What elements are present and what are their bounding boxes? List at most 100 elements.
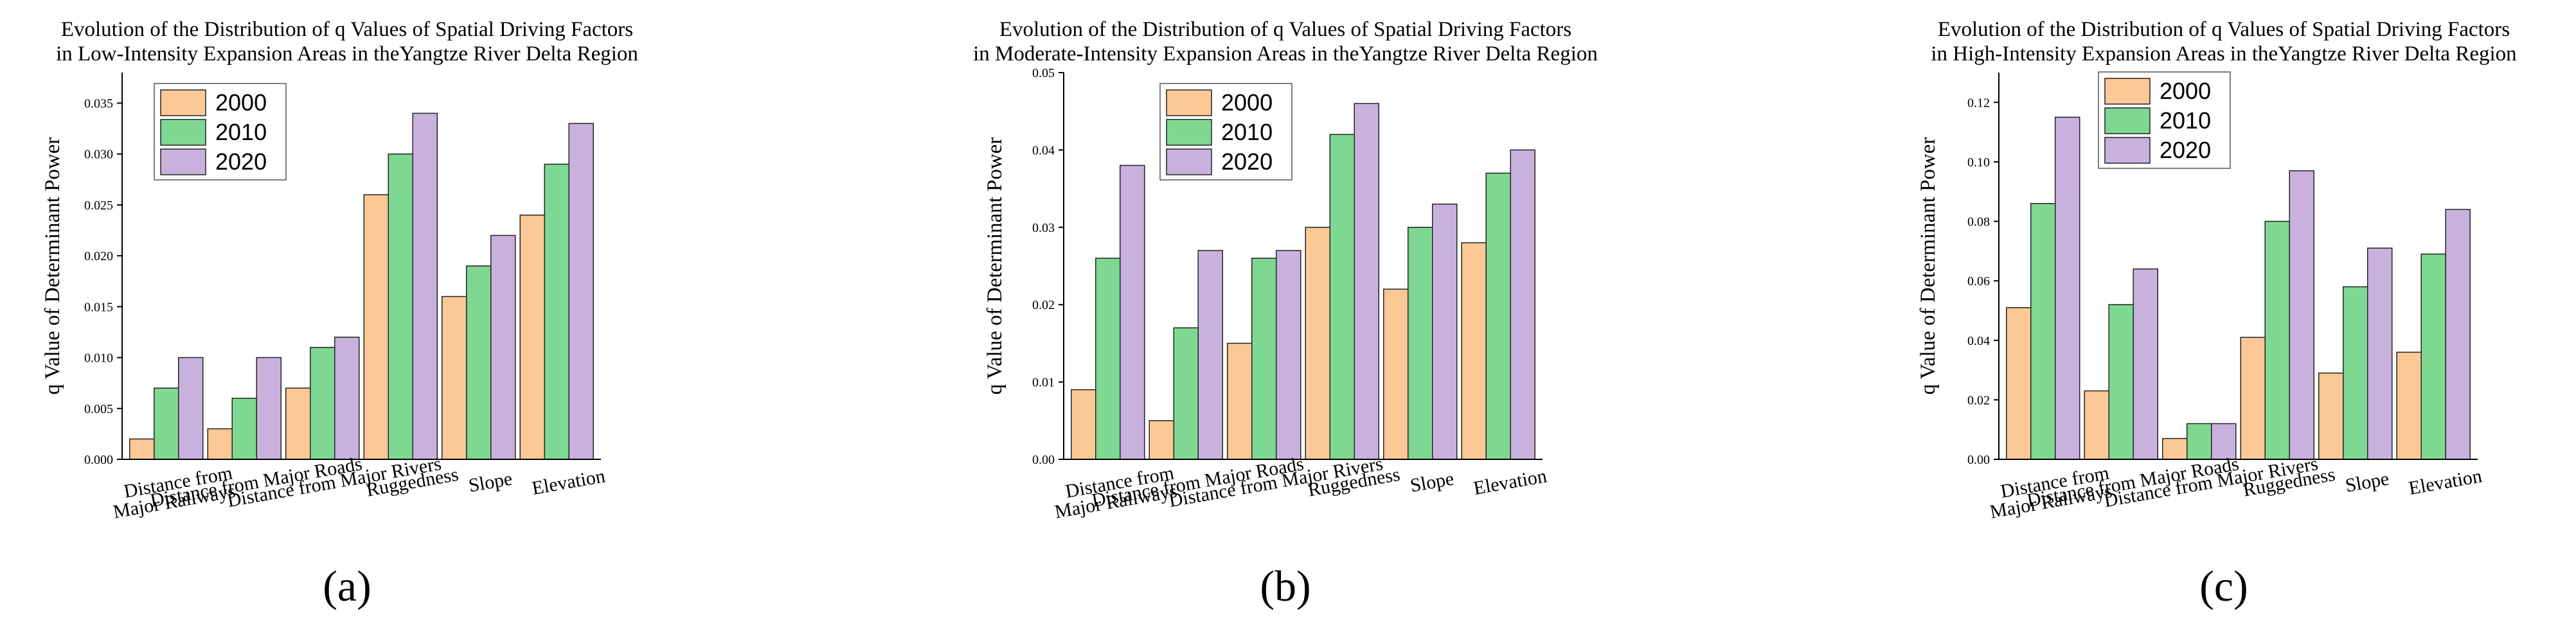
y-tick-label: 0.00 [1967, 453, 1990, 467]
bar-2000-1 [1071, 389, 1096, 460]
legend: 2000 2010 2020 [2098, 71, 2231, 169]
legend-label-2010: 2010 [215, 119, 267, 145]
bar-2000-6 [1461, 242, 1487, 460]
category-label: Slope [1409, 468, 1456, 496]
legend-swatch-2000 [160, 89, 206, 116]
bar-2010-2 [231, 398, 257, 460]
bar-2010-6 [544, 163, 569, 460]
y-tick-label: 0.030 [84, 148, 113, 162]
bar-2000-3 [1227, 342, 1253, 460]
legend-label-2020: 2020 [215, 148, 267, 175]
y-tick-label: 0.035 [84, 97, 113, 111]
panel-label: (b) [1260, 561, 1310, 610]
legend-swatch-2020 [160, 148, 206, 175]
legend-label-2000: 2000 [1221, 89, 1273, 116]
legend-label-2000: 2000 [215, 89, 267, 116]
bar-2020-3 [2211, 423, 2237, 460]
bar-2000-2 [207, 428, 233, 460]
legend-swatch-2010 [2104, 107, 2151, 134]
panel-label: (c) [2199, 561, 2248, 610]
bar-2000-3 [285, 387, 311, 460]
bar-2000-5 [2318, 372, 2344, 460]
y-axis-label: q Value of Determinant Power [983, 137, 1006, 395]
panel-label: (a) [323, 561, 371, 610]
bar-2020-4 [2289, 170, 2314, 460]
chart-title: Evolution of the Distribution of q Value… [61, 18, 633, 41]
bar-2020-5 [2367, 247, 2393, 460]
bar-2010-4 [2264, 220, 2290, 460]
legend-label-2020: 2020 [1221, 148, 1273, 175]
bar-2010-4 [1329, 134, 1355, 460]
bar-2000-1 [2006, 307, 2032, 460]
bar-2020-5 [490, 234, 516, 460]
legend: 2000 2010 2020 [1159, 83, 1292, 181]
bar-2010-5 [1408, 227, 1433, 460]
legend-label-2010: 2010 [2160, 107, 2211, 134]
bar-2020-3 [334, 337, 360, 460]
y-tick-label: 0.06 [1967, 274, 1990, 288]
bar-2000-2 [1149, 420, 1174, 460]
chart-title: in Low-Intensity Expansion Areas in theY… [56, 42, 638, 66]
legend-label-2000: 2000 [2160, 78, 2211, 104]
bar-2010-1 [1095, 258, 1121, 460]
legend-label-2020: 2020 [2160, 137, 2211, 163]
category-label: Elevation [1472, 465, 1548, 499]
y-tick-label: 0.02 [1967, 393, 1990, 407]
legend: 2000 2010 2020 [154, 83, 287, 181]
bar-2020-5 [1432, 203, 1458, 460]
chart-title: Evolution of the Distribution of q Value… [1938, 18, 2510, 41]
bar-2010-3 [2187, 423, 2212, 460]
category-label: Slope [467, 468, 514, 496]
y-tick-label: 0.000 [84, 453, 113, 467]
category-label: Elevation [530, 465, 607, 499]
legend-label-2010: 2010 [1221, 119, 1273, 145]
bar-2020-1 [2055, 116, 2080, 460]
bar-2000-4 [363, 194, 389, 460]
y-tick-label: 0.05 [1032, 66, 1055, 80]
bar-2020-4 [1354, 103, 1379, 460]
y-tick-label: 0.08 [1967, 215, 1990, 229]
legend-swatch-2010 [1166, 119, 1212, 146]
chart-title: Evolution of the Distribution of q Value… [999, 18, 1571, 41]
bar-2000-1 [129, 438, 155, 460]
y-tick-label: 0.02 [1032, 298, 1055, 312]
y-axis-label: q Value of Determinant Power [41, 137, 64, 395]
y-tick-label: 0.01 [1032, 376, 1055, 390]
bar-2010-5 [2343, 286, 2368, 460]
bar-2000-5 [1383, 288, 1409, 460]
chart-title: in High-Intensity Expansion Areas in the… [1931, 42, 2516, 66]
y-tick-label: 0.00 [1032, 453, 1055, 467]
bar-2020-6 [2445, 209, 2471, 460]
bar-2000-2 [2084, 390, 2109, 460]
legend-swatch-2000 [1166, 89, 1212, 116]
chart-panel-2: Evolution of the Distribution of q Value… [973, 18, 1598, 610]
bar-2000-3 [2162, 437, 2188, 460]
bar-2010-3 [310, 346, 335, 460]
bar-2010-4 [388, 153, 413, 460]
legend-swatch-2020 [1166, 148, 1212, 175]
bar-2010-1 [154, 387, 179, 460]
bar-2010-6 [1485, 172, 1511, 460]
chart-title: in Moderate-Intensity Expansion Areas in… [973, 42, 1598, 66]
bar-2000-6 [2396, 351, 2422, 460]
y-tick-label: 0.015 [84, 300, 113, 314]
y-tick-label: 0.04 [1032, 143, 1055, 157]
y-tick-label: 0.020 [84, 249, 113, 263]
bar-2000-6 [519, 215, 545, 460]
bar-2020-1 [1120, 164, 1145, 460]
chart-panel-1: Evolution of the Distribution of q Value… [41, 18, 638, 610]
bar-2010-3 [1251, 258, 1277, 460]
bar-2020-6 [568, 123, 594, 460]
y-tick-label: 0.005 [84, 402, 113, 416]
bar-2020-4 [412, 112, 438, 460]
bar-2010-2 [1173, 327, 1199, 460]
y-tick-label: 0.025 [84, 199, 113, 213]
bar-2020-2 [2133, 268, 2158, 460]
bar-2020-3 [1276, 250, 1301, 460]
bar-2020-2 [256, 357, 282, 460]
bar-2000-4 [2240, 337, 2266, 460]
y-tick-label: 0.10 [1967, 155, 1990, 170]
bar-2000-4 [1305, 227, 1330, 460]
bar-2020-1 [178, 357, 204, 460]
